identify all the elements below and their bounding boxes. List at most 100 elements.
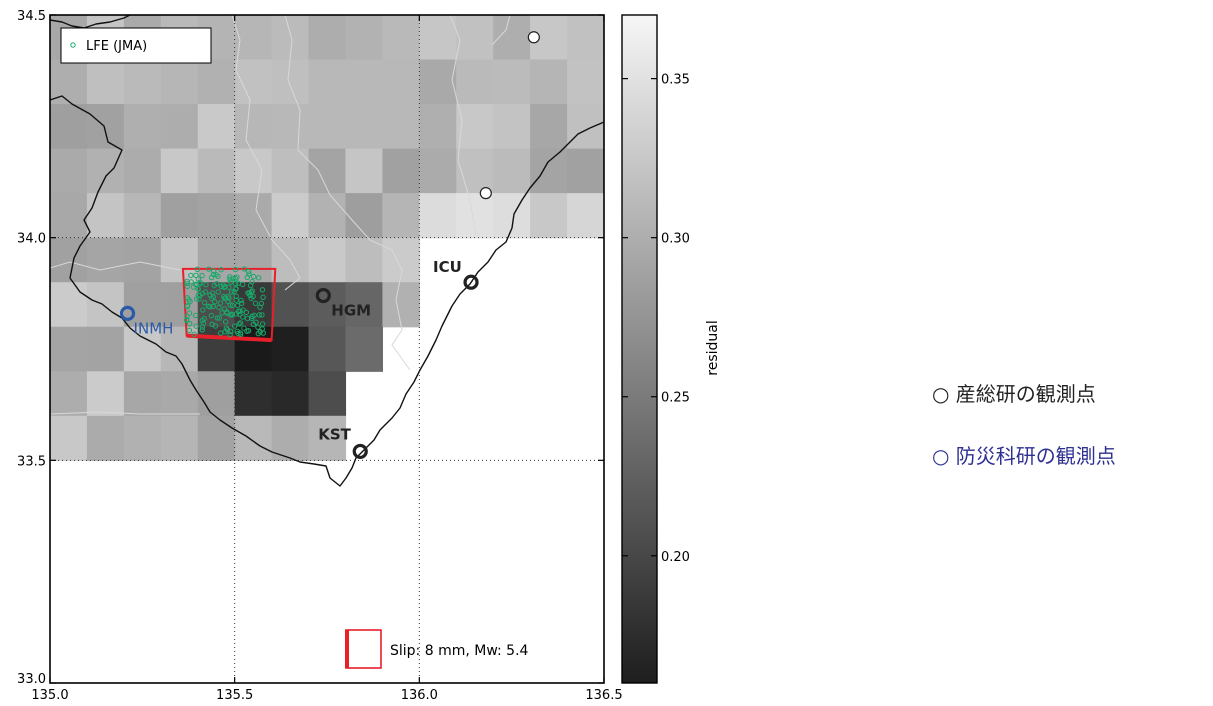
lfe-legend-marker (70, 42, 76, 48)
y-tick-label: 33.5 (17, 454, 46, 469)
lfe-point (227, 274, 233, 280)
lfe-point (193, 272, 199, 279)
lfe-point (229, 312, 235, 318)
lfe-point (199, 272, 205, 279)
lfe-point (188, 272, 194, 279)
stations: ICU HGM KST INMH (119, 31, 540, 460)
lfe-point (193, 323, 199, 329)
lfe-point (259, 287, 266, 293)
lfe-point (257, 304, 263, 310)
lfe-point (199, 317, 206, 324)
slip-legend-label: Slip: 8 mm, Mw: 5.4 (390, 643, 529, 659)
lfe-point (188, 279, 194, 285)
lfe-point (186, 320, 193, 327)
lfe-point (184, 283, 191, 290)
lfe-point (184, 295, 191, 301)
lfe-point (214, 280, 220, 287)
lfe-point (195, 292, 201, 298)
lfe-point (240, 307, 246, 313)
lfe-point (240, 314, 246, 320)
lfe-point (194, 266, 201, 273)
lfe-point (244, 274, 250, 281)
lfe-point (224, 309, 230, 315)
lfe-point (238, 300, 245, 306)
colorbar: 0.20 0.25 0.30 0.35 residual (621, 14, 721, 684)
lfe-point (192, 312, 199, 319)
colorbar-tick-label: 0.25 (661, 391, 690, 406)
lfe-legend: LFE (JMA) (60, 27, 212, 64)
lfe-point (228, 279, 234, 285)
lfe-point (255, 275, 262, 281)
lfe-point (214, 315, 221, 321)
axis-ticks: 135.0 135.5 136.0 136.5 33.0 33.5 34.0 34.5 (17, 9, 623, 703)
lfe-point (237, 320, 244, 326)
graticule (50, 15, 604, 683)
lfe-point (208, 274, 215, 281)
colorbar-ticks: 0.20 0.25 0.30 0.35 (622, 73, 690, 565)
lfe-point (227, 276, 233, 282)
lfe-point (233, 293, 239, 300)
lfe-point (206, 266, 212, 272)
lfe-point (227, 312, 233, 318)
lfe-point (259, 312, 265, 318)
y-tick-label: 33.0 (17, 672, 46, 687)
lfe-point (249, 315, 255, 321)
lfe-point (218, 283, 224, 290)
fault-plane (181, 267, 277, 343)
lfe-point (191, 331, 197, 338)
lfe-point (210, 294, 217, 300)
lfe-point (250, 321, 257, 327)
lfe-point (197, 279, 203, 286)
aist-station-marker (479, 187, 492, 200)
lfe-point (255, 330, 261, 337)
lfe-point (228, 289, 235, 295)
colorbar-tick-label: 0.20 (661, 550, 690, 565)
lfe-point (256, 312, 262, 318)
lfe-point (208, 312, 215, 319)
aist-station-marker (352, 443, 368, 460)
lfe-point (187, 298, 193, 305)
lfe-point (233, 286, 239, 292)
lfe-point (203, 282, 209, 288)
lfe-point (215, 273, 221, 279)
lfe-point (260, 294, 266, 300)
aist-station-marker (315, 287, 331, 304)
lfe-point (244, 328, 250, 334)
x-tick-label: 135.5 (216, 688, 253, 703)
lfe-point (255, 324, 261, 330)
nied-station-legend: ○ 防災科研の観測点 (932, 444, 1116, 468)
lfe-point (199, 327, 205, 333)
lfe-point (237, 331, 244, 338)
lfe-point (227, 302, 233, 308)
lfe-point (247, 292, 253, 299)
lfe-point (207, 304, 213, 310)
lfe-point (218, 267, 224, 273)
x-tick-label: 136.0 (401, 688, 438, 703)
lfe-point (224, 327, 231, 333)
lfe-point (237, 308, 243, 314)
lfe-legend-label: LFE (JMA) (86, 39, 147, 54)
lfe-point (227, 328, 234, 335)
lfe-point (210, 303, 217, 309)
lfe-point (238, 297, 244, 304)
lfe-point (216, 315, 223, 321)
x-tick-label: 135.0 (31, 688, 68, 703)
lfe-point (226, 295, 232, 301)
lfe-point (237, 311, 243, 318)
lfe-point (200, 307, 206, 313)
lfe-point (234, 302, 241, 309)
lfe-point (186, 310, 193, 316)
lfe-point (222, 319, 229, 325)
nied-station-marker (119, 305, 136, 321)
lfe-point (249, 288, 255, 294)
colorbar-tick-label: 0.35 (661, 73, 690, 88)
lfe-point (184, 313, 190, 320)
colorbar-label: residual (705, 320, 721, 375)
lfe-point (252, 300, 259, 306)
lfe-point (241, 266, 248, 272)
lfe-point (241, 325, 247, 331)
lfe-point (259, 326, 265, 332)
lfe-point (184, 302, 191, 309)
lfe-point (184, 316, 190, 323)
